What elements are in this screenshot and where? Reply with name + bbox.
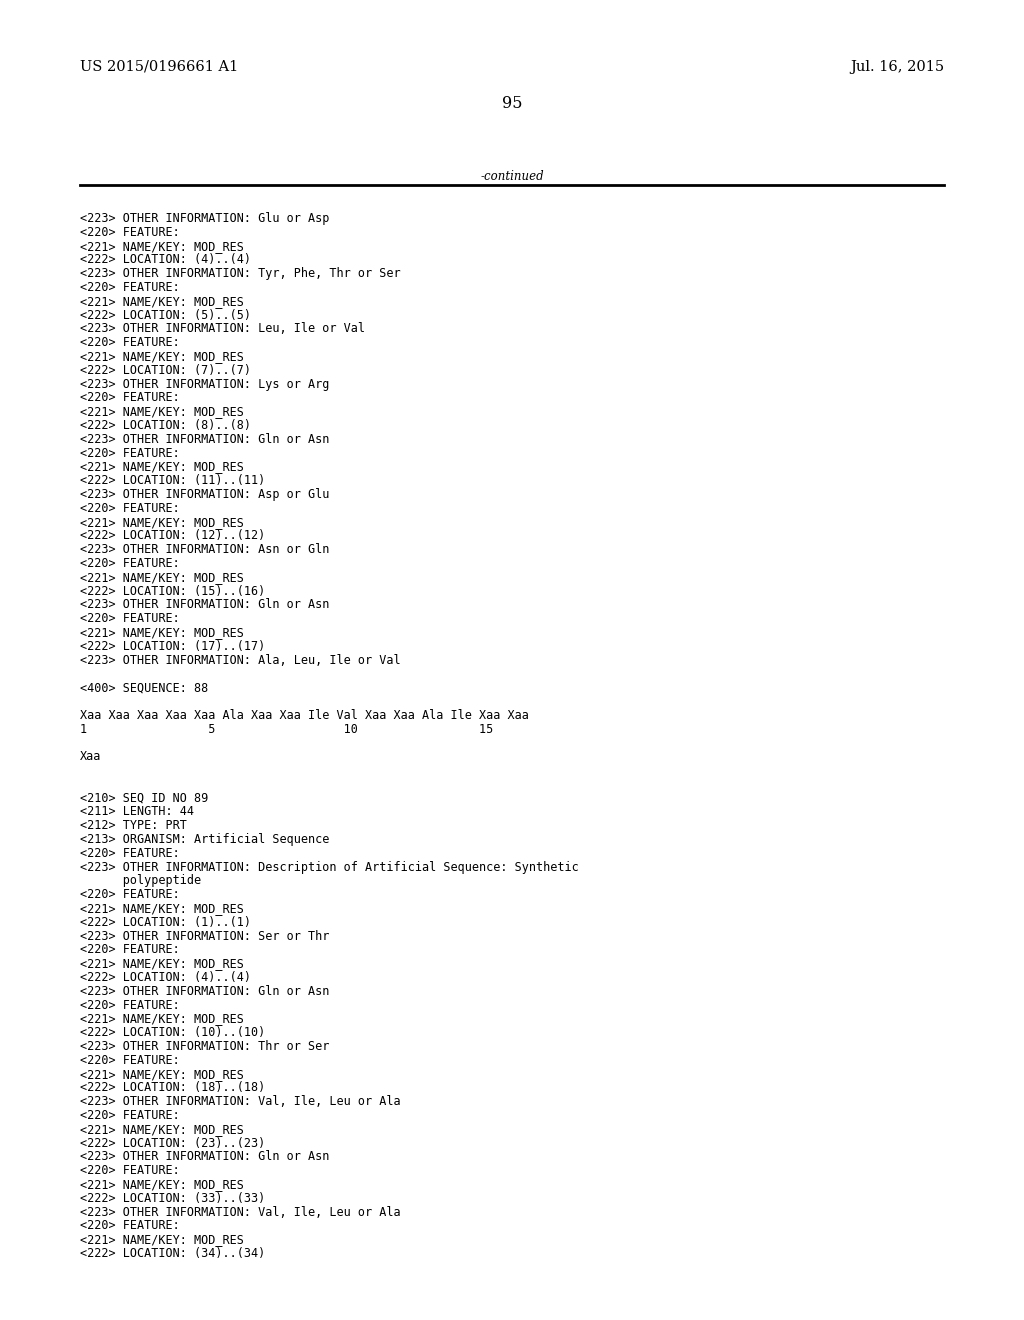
Text: <400> SEQUENCE: 88: <400> SEQUENCE: 88 xyxy=(80,681,208,694)
Text: <220> FEATURE:: <220> FEATURE: xyxy=(80,888,180,902)
Text: <221> NAME/KEY: MOD_RES: <221> NAME/KEY: MOD_RES xyxy=(80,516,244,528)
Text: <220> FEATURE:: <220> FEATURE: xyxy=(80,944,180,957)
Text: <222> LOCATION: (33)..(33): <222> LOCATION: (33)..(33) xyxy=(80,1192,265,1205)
Text: <220> FEATURE:: <220> FEATURE: xyxy=(80,502,180,515)
Text: <223> OTHER INFORMATION: Gln or Asn: <223> OTHER INFORMATION: Gln or Asn xyxy=(80,433,330,446)
Text: <223> OTHER INFORMATION: Asp or Glu: <223> OTHER INFORMATION: Asp or Glu xyxy=(80,488,330,502)
Text: <223> OTHER INFORMATION: Gln or Asn: <223> OTHER INFORMATION: Gln or Asn xyxy=(80,598,330,611)
Text: <220> FEATURE:: <220> FEATURE: xyxy=(80,1164,180,1177)
Text: <222> LOCATION: (18)..(18): <222> LOCATION: (18)..(18) xyxy=(80,1081,265,1094)
Text: <220> FEATURE:: <220> FEATURE: xyxy=(80,1053,180,1067)
Text: <221> NAME/KEY: MOD_RES: <221> NAME/KEY: MOD_RES xyxy=(80,957,244,970)
Text: 1                 5                  10                 15: 1 5 10 15 xyxy=(80,722,494,735)
Text: <223> OTHER INFORMATION: Asn or Gln: <223> OTHER INFORMATION: Asn or Gln xyxy=(80,544,330,556)
Text: <221> NAME/KEY: MOD_RES: <221> NAME/KEY: MOD_RES xyxy=(80,1068,244,1081)
Text: <222> LOCATION: (17)..(17): <222> LOCATION: (17)..(17) xyxy=(80,640,265,653)
Text: <223> OTHER INFORMATION: Tyr, Phe, Thr or Ser: <223> OTHER INFORMATION: Tyr, Phe, Thr o… xyxy=(80,267,400,280)
Text: <222> LOCATION: (5)..(5): <222> LOCATION: (5)..(5) xyxy=(80,309,251,322)
Text: <213> ORGANISM: Artificial Sequence: <213> ORGANISM: Artificial Sequence xyxy=(80,833,330,846)
Text: <223> OTHER INFORMATION: Ala, Leu, Ile or Val: <223> OTHER INFORMATION: Ala, Leu, Ile o… xyxy=(80,653,400,667)
Text: <221> NAME/KEY: MOD_RES: <221> NAME/KEY: MOD_RES xyxy=(80,1233,244,1246)
Text: <222> LOCATION: (23)..(23): <222> LOCATION: (23)..(23) xyxy=(80,1137,265,1150)
Text: <223> OTHER INFORMATION: Description of Artificial Sequence: Synthetic: <223> OTHER INFORMATION: Description of … xyxy=(80,861,579,874)
Text: <223> OTHER INFORMATION: Gln or Asn: <223> OTHER INFORMATION: Gln or Asn xyxy=(80,1151,330,1163)
Text: <220> FEATURE:: <220> FEATURE: xyxy=(80,1109,180,1122)
Text: <222> LOCATION: (11)..(11): <222> LOCATION: (11)..(11) xyxy=(80,474,265,487)
Text: <221> NAME/KEY: MOD_RES: <221> NAME/KEY: MOD_RES xyxy=(80,461,244,474)
Text: <221> NAME/KEY: MOD_RES: <221> NAME/KEY: MOD_RES xyxy=(80,626,244,639)
Text: <222> LOCATION: (15)..(16): <222> LOCATION: (15)..(16) xyxy=(80,585,265,598)
Text: polypeptide: polypeptide xyxy=(80,874,201,887)
Text: <223> OTHER INFORMATION: Glu or Asp: <223> OTHER INFORMATION: Glu or Asp xyxy=(80,213,330,224)
Text: US 2015/0196661 A1: US 2015/0196661 A1 xyxy=(80,59,239,74)
Text: <221> NAME/KEY: MOD_RES: <221> NAME/KEY: MOD_RES xyxy=(80,294,244,308)
Text: Xaa: Xaa xyxy=(80,750,101,763)
Text: <222> LOCATION: (34)..(34): <222> LOCATION: (34)..(34) xyxy=(80,1247,265,1261)
Text: <220> FEATURE:: <220> FEATURE: xyxy=(80,226,180,239)
Text: <222> LOCATION: (4)..(4): <222> LOCATION: (4)..(4) xyxy=(80,972,251,983)
Text: <220> FEATURE:: <220> FEATURE: xyxy=(80,557,180,570)
Text: <220> FEATURE:: <220> FEATURE: xyxy=(80,337,180,350)
Text: <222> LOCATION: (12)..(12): <222> LOCATION: (12)..(12) xyxy=(80,529,265,543)
Text: <223> OTHER INFORMATION: Lys or Arg: <223> OTHER INFORMATION: Lys or Arg xyxy=(80,378,330,391)
Text: <212> TYPE: PRT: <212> TYPE: PRT xyxy=(80,820,186,832)
Text: <221> NAME/KEY: MOD_RES: <221> NAME/KEY: MOD_RES xyxy=(80,405,244,418)
Text: <220> FEATURE:: <220> FEATURE: xyxy=(80,392,180,404)
Text: <223> OTHER INFORMATION: Leu, Ile or Val: <223> OTHER INFORMATION: Leu, Ile or Val xyxy=(80,322,365,335)
Text: 95: 95 xyxy=(502,95,522,112)
Text: <221> NAME/KEY: MOD_RES: <221> NAME/KEY: MOD_RES xyxy=(80,1123,244,1135)
Text: <222> LOCATION: (10)..(10): <222> LOCATION: (10)..(10) xyxy=(80,1026,265,1039)
Text: -continued: -continued xyxy=(480,170,544,183)
Text: Xaa Xaa Xaa Xaa Xaa Ala Xaa Xaa Ile Val Xaa Xaa Ala Ile Xaa Xaa: Xaa Xaa Xaa Xaa Xaa Ala Xaa Xaa Ile Val … xyxy=(80,709,528,722)
Text: <222> LOCATION: (1)..(1): <222> LOCATION: (1)..(1) xyxy=(80,916,251,929)
Text: <221> NAME/KEY: MOD_RES: <221> NAME/KEY: MOD_RES xyxy=(80,1177,244,1191)
Text: <221> NAME/KEY: MOD_RES: <221> NAME/KEY: MOD_RES xyxy=(80,902,244,915)
Text: <223> OTHER INFORMATION: Gln or Asn: <223> OTHER INFORMATION: Gln or Asn xyxy=(80,985,330,998)
Text: Jul. 16, 2015: Jul. 16, 2015 xyxy=(850,59,944,74)
Text: <222> LOCATION: (8)..(8): <222> LOCATION: (8)..(8) xyxy=(80,418,251,432)
Text: <221> NAME/KEY: MOD_RES: <221> NAME/KEY: MOD_RES xyxy=(80,240,244,252)
Text: <220> FEATURE:: <220> FEATURE: xyxy=(80,1220,180,1233)
Text: <221> NAME/KEY: MOD_RES: <221> NAME/KEY: MOD_RES xyxy=(80,350,244,363)
Text: <222> LOCATION: (7)..(7): <222> LOCATION: (7)..(7) xyxy=(80,364,251,376)
Text: <220> FEATURE:: <220> FEATURE: xyxy=(80,847,180,859)
Text: <221> NAME/KEY: MOD_RES: <221> NAME/KEY: MOD_RES xyxy=(80,1012,244,1026)
Text: <210> SEQ ID NO 89: <210> SEQ ID NO 89 xyxy=(80,792,208,805)
Text: <220> FEATURE:: <220> FEATURE: xyxy=(80,612,180,626)
Text: <223> OTHER INFORMATION: Ser or Thr: <223> OTHER INFORMATION: Ser or Thr xyxy=(80,929,330,942)
Text: <220> FEATURE:: <220> FEATURE: xyxy=(80,281,180,294)
Text: <223> OTHER INFORMATION: Val, Ile, Leu or Ala: <223> OTHER INFORMATION: Val, Ile, Leu o… xyxy=(80,1205,400,1218)
Text: <211> LENGTH: 44: <211> LENGTH: 44 xyxy=(80,805,194,818)
Text: <221> NAME/KEY: MOD_RES: <221> NAME/KEY: MOD_RES xyxy=(80,570,244,583)
Text: <223> OTHER INFORMATION: Thr or Ser: <223> OTHER INFORMATION: Thr or Ser xyxy=(80,1040,330,1053)
Text: <220> FEATURE:: <220> FEATURE: xyxy=(80,446,180,459)
Text: <222> LOCATION: (4)..(4): <222> LOCATION: (4)..(4) xyxy=(80,253,251,267)
Text: <223> OTHER INFORMATION: Val, Ile, Leu or Ala: <223> OTHER INFORMATION: Val, Ile, Leu o… xyxy=(80,1096,400,1109)
Text: <220> FEATURE:: <220> FEATURE: xyxy=(80,999,180,1011)
